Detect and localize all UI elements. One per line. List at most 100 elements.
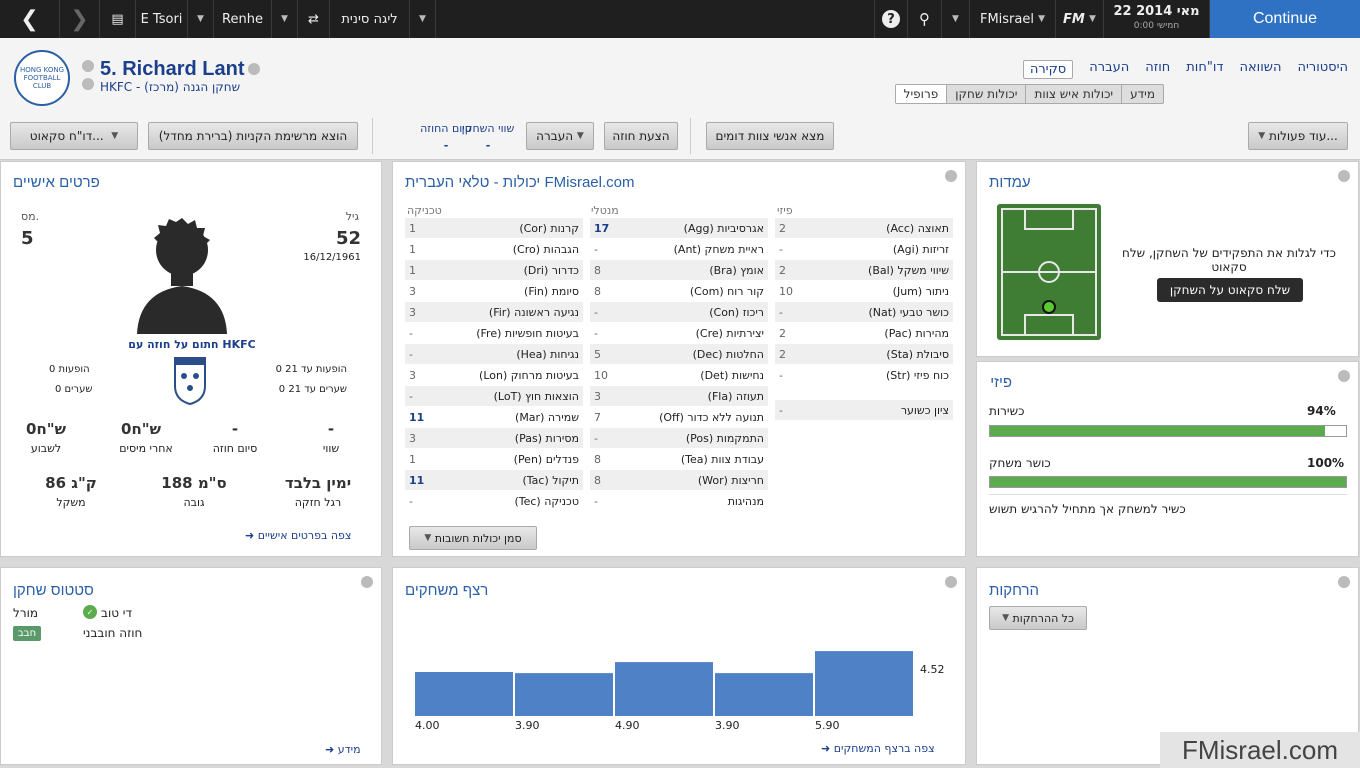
info-link[interactable]: ➜ מידע [325, 743, 361, 756]
attribute-row[interactable]: טכניקה (Tec) - [405, 491, 583, 511]
league-menu-dropdown[interactable]: ▼ [410, 0, 436, 38]
attribute-row[interactable]: קור רוח (Com) 8 [590, 281, 768, 301]
club-menu[interactable]: E Tsori [136, 0, 188, 38]
panel-menu-icon[interactable] [361, 576, 373, 588]
player-options-icon[interactable] [82, 78, 94, 90]
help-button[interactable]: ? [874, 0, 908, 38]
view-form-link[interactable]: ➜ צפה ברצף המשחקים [821, 742, 935, 755]
tab-history[interactable]: היסטוריה [1297, 60, 1348, 75]
search-dropdown[interactable]: ▼ [942, 0, 970, 38]
attribute-row[interactable]: בעיטות מרחוק (Lon) 3 [405, 365, 583, 385]
attribute-name: מנהיגות [727, 494, 764, 508]
suspensions-filter[interactable]: ▼ כל ההרחקות [989, 606, 1087, 630]
attribute-row[interactable]: שמירה (Mar) 11 [405, 407, 583, 427]
tab-contract[interactable]: חוזה [1145, 60, 1171, 75]
inbox-icon: ▤ [111, 11, 124, 27]
team-menu-dropdown[interactable]: ▼ [272, 0, 298, 38]
attribute-row[interactable]: פנדלים (Pen) 1 [405, 449, 583, 469]
attribute-row[interactable]: ניתור (Jum) 10 [775, 281, 953, 301]
profile-menu[interactable]: FMisrael ▼ [970, 0, 1056, 38]
player-menu-icon[interactable] [82, 60, 94, 72]
more-actions-button[interactable]: ▼ עוד פעולות... [1248, 122, 1348, 150]
release-list-button[interactable]: (ברירת מחדל) הוצא מרשימת הקניות [148, 122, 358, 150]
player-name-dropdown-icon[interactable] [248, 63, 260, 75]
attribute-row[interactable]: תאוצה (Acc) 2 [775, 218, 953, 238]
attribute-row[interactable]: מנהיגות - [590, 491, 768, 511]
highlight-key-attributes-button[interactable]: ▼ סמן יכולות חשובות [409, 526, 537, 550]
club-menu-dropdown[interactable]: ▼ [188, 0, 214, 38]
attribute-row[interactable]: סיומת (Fin) 3 [405, 281, 583, 301]
subtab-info[interactable]: מידע [1121, 85, 1163, 103]
match-fitness-bar-fill [990, 477, 1346, 487]
offer-contract-button[interactable]: הצעת חוזה [604, 122, 678, 150]
panel-menu-icon[interactable] [1338, 170, 1350, 182]
panel-menu-icon[interactable] [1338, 576, 1350, 588]
subtab-staff-attributes[interactable]: יכולות איש צוות [1025, 85, 1121, 103]
attribute-row[interactable]: נגיעה ראשונה (Fir) 3 [405, 302, 583, 322]
find-similar-staff-button[interactable]: מצא אנשי צוות דומים [706, 122, 834, 150]
search-button[interactable]: ⚲ [908, 0, 942, 38]
tab-compare[interactable]: השוואה [1239, 60, 1282, 75]
panel-menu-icon[interactable] [945, 576, 957, 588]
form-bar[interactable] [815, 651, 913, 716]
attribute-value: - [409, 347, 413, 361]
continue-button[interactable]: Continue [1210, 0, 1360, 38]
view-personal-details-link[interactable]: ➜ צפה בפרטים אישיים [245, 529, 352, 542]
send-scout-button[interactable]: שלח סקאוט על השחקן [1157, 278, 1303, 302]
scout-report-button[interactable]: דו"ח סקאוט... ▼ [10, 122, 138, 150]
panel-menu-icon[interactable] [1338, 370, 1350, 382]
attribute-row[interactable]: בעיטות חופשיות (Fre) - [405, 323, 583, 343]
subtab-profile[interactable]: פרופיל [895, 85, 947, 103]
attribute-row[interactable]: תעוזה (Fla) 3 [590, 386, 768, 406]
tab-transfer[interactable]: העברה [1089, 60, 1130, 75]
attribute-row[interactable]: עבודת צוות (Tea) 8 [590, 449, 768, 469]
fm-menu[interactable]: FM ▼ [1056, 0, 1104, 38]
attribute-row[interactable]: מסירות (Pas) 3 [405, 428, 583, 448]
squad-number-label: מס. [21, 210, 40, 223]
attribute-row[interactable]: הגבהות (Cro) 1 [405, 239, 583, 259]
attribute-row[interactable]: אגרסיביות (Agg) 17 [590, 218, 768, 238]
tab-reports[interactable]: דו"חות [1186, 60, 1224, 75]
attribute-row[interactable]: קרנות (Cor) 1 [405, 218, 583, 238]
form-bar[interactable] [615, 662, 713, 716]
physical-header: פיזי [777, 204, 793, 217]
attribute-row[interactable]: אומץ (Bra) 8 [590, 260, 768, 280]
attribute-row[interactable]: שיווי משקל (Bal) 2 [775, 260, 953, 280]
attribute-row[interactable]: מהירות (Pac) 2 [775, 323, 953, 343]
league-menu[interactable]: ליגה סינית [330, 0, 410, 38]
forward-button[interactable]: ❯ [60, 0, 100, 38]
panel-menu-icon[interactable] [945, 170, 957, 182]
transfer-button[interactable]: העברה ▼ [526, 122, 594, 150]
team-menu[interactable]: Renhe [214, 0, 272, 38]
attribute-row[interactable]: יצירתיות (Cre) - [590, 323, 768, 343]
attribute-row[interactable]: נחישות (Det) 10 [590, 365, 768, 385]
form-bar[interactable] [515, 673, 613, 716]
attribute-value: 2 [779, 347, 786, 361]
attribute-row[interactable]: חריצות (Wor) 8 [590, 470, 768, 490]
tab-overview[interactable]: סקירה [1022, 60, 1074, 79]
attribute-row[interactable]: תיקול (Tac) 11 [405, 470, 583, 490]
form-bar[interactable] [715, 673, 813, 716]
subtab-player-attributes[interactable]: יכולות שחקן [946, 85, 1025, 103]
date-display[interactable]: 22 מאי 2014 0:00 חמישי [1104, 0, 1210, 38]
attribute-row[interactable]: הוצאות חוץ (LoT) - [405, 386, 583, 406]
attribute-row[interactable]: התמקמות (Pos) - [590, 428, 768, 448]
attribute-name: תאוצה (Acc) [886, 221, 949, 235]
back-button[interactable]: ❮ [0, 0, 60, 38]
goals: 0 שערים [55, 384, 93, 395]
attribute-row[interactable]: כדרור (Dri) 1 [405, 260, 583, 280]
attribute-row[interactable]: החלטות (Dec) 5 [590, 344, 768, 364]
attribute-row[interactable]: תנועה ללא כדור (Off) 7 [590, 407, 768, 427]
form-bar[interactable] [415, 672, 513, 716]
transfers-button[interactable]: ⇄ [298, 0, 330, 38]
inbox-button[interactable]: ▤ [100, 0, 136, 38]
attribute-row[interactable]: כוח פיזי (Str) - [775, 365, 953, 385]
attribute-row[interactable]: ריכוז (Con) - [590, 302, 768, 322]
fitness-bar-fill [990, 426, 1325, 436]
match-fitness-value: 100% [1307, 456, 1345, 470]
attribute-row[interactable]: סיבולת (Sta) 2 [775, 344, 953, 364]
attribute-row[interactable]: ראיית משחק (Ant) - [590, 239, 768, 259]
attribute-row[interactable]: כושר טבעי (Nat) - [775, 302, 953, 322]
attribute-row[interactable]: נגיחות (Hea) - [405, 344, 583, 364]
attribute-row[interactable]: זריזות (Agi) - [775, 239, 953, 259]
